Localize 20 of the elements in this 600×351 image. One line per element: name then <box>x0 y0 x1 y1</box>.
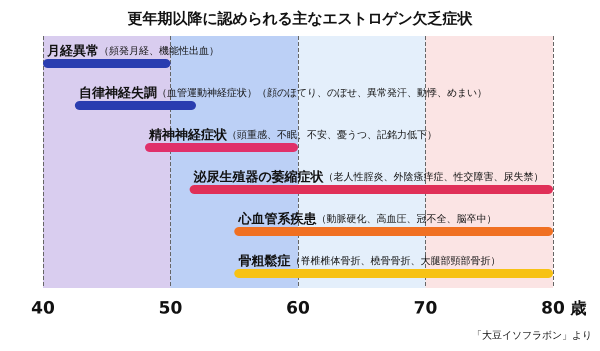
y-tick-label: 泌尿生殖器の萎縮症状（老人性腟炎、外陰瘙痒症、性交障害、尿失禁） <box>192 169 544 185</box>
text: 「大豆イソフラボン」より <box>472 330 592 342</box>
bar <box>234 269 553 278</box>
bar <box>234 227 553 236</box>
x-tick-label: 80 <box>541 298 565 318</box>
y-tick-label: 月経異常（頻発月経、機能性出血） <box>46 44 219 59</box>
y-tick-label: 精神神経症状（頭重感、不眠、不安、憂うつ、記銘力低下） <box>148 127 437 143</box>
chart-title: 更年期以降に認められる主なエストロゲン欠乏症状 <box>128 10 474 28</box>
bar <box>43 59 170 68</box>
x-tick-label: 40 <box>31 298 55 318</box>
x-tick-label: 70 <box>414 298 438 318</box>
x-tick-label: 60 <box>286 298 310 318</box>
bar <box>145 143 298 152</box>
bar <box>190 185 553 194</box>
y-tick-label: 骨粗鬆症（脊椎椎体骨折、橈骨骨折、大腿部頸部骨折） <box>238 253 500 269</box>
x-axis-title: 歳 <box>570 298 587 318</box>
x-tick-label: 50 <box>158 298 182 318</box>
bar <box>74 101 196 110</box>
y-tick-label: 自律神経失調（血管運動神経症状）（顔のほてり、のぼせ、異常発汗、動悸、めまい） <box>78 85 487 101</box>
y-tick-label: 心血管系疾患（動脈硬化、高血圧、冠不全、脳卒中） <box>237 211 496 227</box>
